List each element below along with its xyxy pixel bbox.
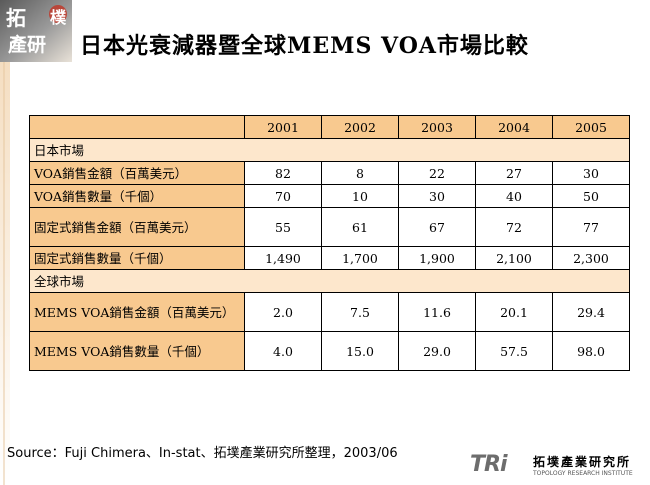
market-comparison-table: 2001 2002 2003 2004 2005 日本市場 VOA銷售金額（百萬… <box>29 115 630 371</box>
table-header-row: 2001 2002 2003 2004 2005 <box>29 115 630 139</box>
table-cell: 29.0 <box>398 331 476 371</box>
year-header: 2005 <box>552 115 630 139</box>
table-cell: 55 <box>244 207 322 247</box>
section-row-japan: 日本市場 <box>29 138 630 162</box>
year-header: 2003 <box>398 115 476 139</box>
table-row: VOA銷售金額（百萬美元） 82 8 22 27 30 <box>29 161 630 185</box>
table-cell: 15.0 <box>321 331 399 371</box>
table-cell: 77 <box>552 207 630 247</box>
left-decorative-stripe <box>0 0 10 485</box>
source-note: Source：Fuji Chimera、In-stat、拓墣產業研究所整理，20… <box>7 446 398 461</box>
table-cell: 2,300 <box>552 246 630 270</box>
year-header: 2004 <box>475 115 553 139</box>
table-cell: 1,900 <box>398 246 476 270</box>
page-title: 日本光衰減器暨全球MEMS VOA市場比較 <box>80 33 529 59</box>
year-header: 2001 <box>244 115 322 139</box>
table-cell: 1,700 <box>321 246 399 270</box>
footer-logo-name: 拓墣產業研究所 <box>533 455 632 469</box>
row-label: 固定式銷售金額（百萬美元） <box>29 207 245 247</box>
table-cell: 11.6 <box>398 292 476 332</box>
table-cell: 2,100 <box>475 246 553 270</box>
brand-logo-mark: 樸 <box>50 8 67 27</box>
table-row: VOA銷售數量（千個） 70 10 30 40 50 <box>29 184 630 208</box>
section-row-global: 全球市場 <box>29 269 630 293</box>
table-row: 固定式銷售金額（百萬美元） 55 61 67 72 77 <box>29 207 630 247</box>
footer-logo-letters: TRi <box>470 452 507 477</box>
brand-logo-line2: 產研 <box>8 34 47 56</box>
table-row: MEMS VOA銷售數量（千個） 4.0 15.0 29.0 57.5 98.0 <box>29 331 630 371</box>
row-label: 固定式銷售數量（千個） <box>29 246 245 270</box>
table-row: MEMS VOA銷售金額（百萬美元） 2.0 7.5 11.6 20.1 29.… <box>29 292 630 332</box>
table-cell: 22 <box>398 161 476 185</box>
table-cell: 27 <box>475 161 553 185</box>
table-cell: 1,490 <box>244 246 322 270</box>
row-label: VOA銷售數量（千個） <box>29 184 245 208</box>
table-corner-cell <box>29 115 245 139</box>
table-cell: 30 <box>552 161 630 185</box>
table-cell: 70 <box>244 184 322 208</box>
section-label: 日本市場 <box>29 138 630 162</box>
year-header: 2002 <box>321 115 399 139</box>
table-cell: 8 <box>321 161 399 185</box>
table-cell: 2.0 <box>244 292 322 332</box>
table-cell: 98.0 <box>552 331 630 371</box>
footer-logo-subtitle: TOPOLOGY RESEARCH INSTITUTE <box>533 470 633 477</box>
table-cell: 67 <box>398 207 476 247</box>
row-label: MEMS VOA銷售金額（百萬美元） <box>29 292 245 332</box>
row-label: VOA銷售金額（百萬美元） <box>29 161 245 185</box>
table-cell: 82 <box>244 161 322 185</box>
table-cell: 61 <box>321 207 399 247</box>
table-cell: 4.0 <box>244 331 322 371</box>
brand-logo: 拓 樸 產研 <box>0 0 72 62</box>
table-cell: 72 <box>475 207 553 247</box>
row-label: MEMS VOA銷售數量（千個） <box>29 331 245 371</box>
table-cell: 57.5 <box>475 331 553 371</box>
table-cell: 7.5 <box>321 292 399 332</box>
table-cell: 30 <box>398 184 476 208</box>
table-cell: 10 <box>321 184 399 208</box>
brand-logo-background <box>0 0 72 62</box>
table-cell: 20.1 <box>475 292 553 332</box>
table-cell: 40 <box>475 184 553 208</box>
table-cell: 29.4 <box>552 292 630 332</box>
brand-logo-line1: 拓 <box>6 6 26 30</box>
table-row: 固定式銷售數量（千個） 1,490 1,700 1,900 2,100 2,30… <box>29 246 630 270</box>
section-label: 全球市場 <box>29 269 630 293</box>
table-cell: 50 <box>552 184 630 208</box>
